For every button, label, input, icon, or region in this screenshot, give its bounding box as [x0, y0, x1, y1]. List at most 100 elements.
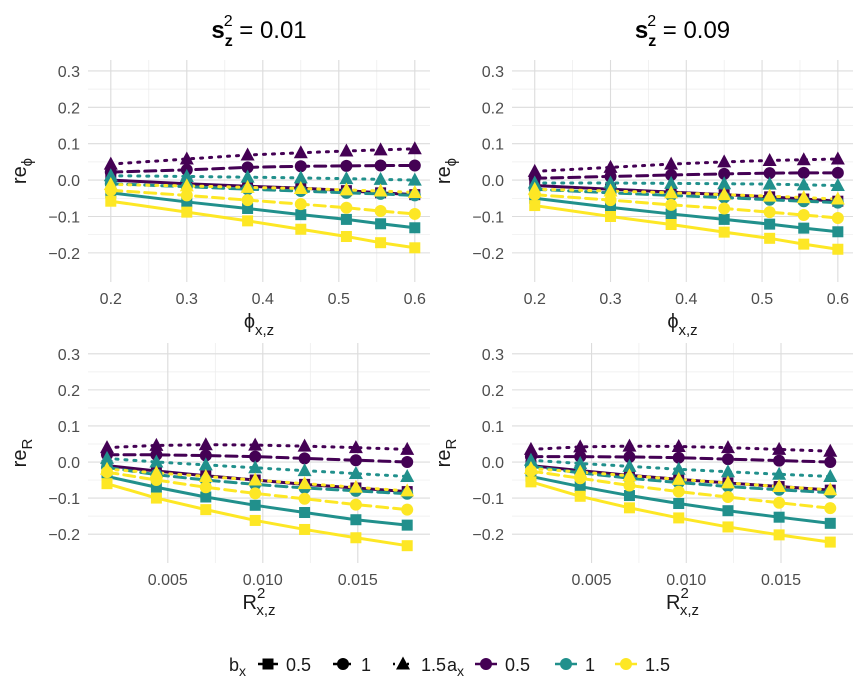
data-point-ax1.5-bx1.5	[248, 472, 263, 486]
legend-title-ax: ax	[447, 655, 464, 679]
data-point-ax1.5-bx1	[773, 496, 786, 509]
data-point-ax1.5-bx1.5	[339, 182, 354, 196]
data-point-ax1-bx1.5	[400, 468, 415, 482]
data-point-ax1-bx0.5	[722, 505, 734, 517]
legend-title-bx: bx	[229, 655, 246, 679]
panel-title-2: sz 2 = 0.09	[635, 13, 730, 50]
x-tick-label: 0.5	[751, 291, 773, 308]
legend-label-ax: 1	[585, 655, 595, 675]
y-tick-label: 0.0	[482, 455, 504, 472]
y-tick-label: 0.2	[482, 383, 504, 400]
data-point-ax1.5-bx1.5	[823, 482, 838, 496]
data-point-ax0.5-bx1.5	[664, 156, 679, 170]
data-point-ax1-bx1.5	[240, 169, 255, 183]
data-point-ax0.5-bx1.5	[293, 145, 308, 159]
data-point-ax0.5-bx1.5	[407, 141, 422, 155]
y-tick-label: 0.1	[482, 137, 504, 154]
y-tick-label: −0.1	[48, 209, 80, 226]
data-point-ax1-bx0.5	[798, 222, 810, 234]
data-point-ax1.5-bx1.5	[198, 468, 213, 482]
data-point-ax1-bx0.5	[350, 514, 362, 526]
x-label-main: R	[243, 592, 257, 614]
data-point-ax1.5-bx1	[294, 198, 307, 211]
data-point-ax1-bx0.5	[764, 218, 776, 230]
data-point-ax0.5-bx1	[340, 159, 353, 172]
y-tick-label: −0.1	[472, 491, 504, 508]
data-point-ax1-bx0.5	[773, 511, 785, 523]
data-point-ax0.5-bx1	[831, 166, 844, 179]
data-point-ax0.5-bx1.5	[573, 439, 588, 453]
legend-label-bx: 1	[361, 655, 371, 675]
y-tick-label: −0.2	[472, 246, 504, 263]
data-point-ax1-bx0.5	[200, 491, 212, 503]
title-subscript: z	[225, 33, 233, 50]
panel-top-left: −0.2−0.10.00.10.20.30.2 0.3 0.4 0.5 0.6reϕϕx…	[9, 60, 430, 339]
data-point-ax1-bx1.5	[523, 452, 538, 466]
data-point-ax0.5-bx1	[349, 454, 362, 467]
x-tick-label: 0.5	[328, 291, 350, 308]
data-point-ax1.5-bx1.5	[407, 184, 422, 198]
x-tick-label: 0.015	[761, 572, 801, 589]
data-point-ax0.5-bx1	[763, 167, 776, 180]
data-point-ax1.5-bx1	[763, 206, 776, 219]
data-point-ax0.5-bx1	[773, 454, 786, 467]
legend-key-marker-bx-0.5	[262, 658, 274, 670]
data-point-ax1-bx1.5	[622, 458, 637, 472]
data-point-ax1.5-bx0.5	[665, 218, 677, 230]
data-point-ax1-bx1.5	[671, 461, 686, 475]
y-label-subscript: R	[443, 439, 460, 450]
column-titles: sz2 = 0.01 sz2 = 0.09	[211, 13, 730, 50]
legend-label-bx: 0.5	[286, 655, 311, 675]
x-tick-label: 0.6	[404, 291, 426, 308]
data-point-ax0.5-bx1	[298, 452, 311, 465]
data-point-ax1.5-bx1.5	[523, 461, 538, 475]
data-point-ax0.5-bx1	[721, 453, 734, 466]
x-label-main: R	[666, 592, 680, 614]
data-point-ax0.5-bx1	[241, 161, 254, 174]
data-point-ax1.5-bx0.5	[718, 226, 730, 238]
panel-top-right: −0.2−0.10.00.10.20.30.2 0.3 0.4 0.5 0.6reϕϕx…	[433, 60, 853, 339]
data-point-ax1-bx0.5	[299, 507, 311, 519]
panel-title-1: sz 2 = 0.01	[211, 13, 306, 50]
data-point-ax1.5-bx0.5	[574, 490, 586, 502]
data-point-ax1-bx1.5	[293, 170, 308, 184]
data-point-ax1.5-bx1.5	[762, 188, 777, 202]
data-point-ax1.5-bx0.5	[824, 536, 836, 548]
legend-key-marker-ax-0.5	[480, 658, 492, 670]
data-point-ax1.5-bx1	[349, 498, 362, 511]
data-point-ax0.5-bx1	[374, 159, 387, 172]
data-point-ax1.5-bx0.5	[375, 237, 387, 249]
data-point-ax1.5-bx1	[340, 201, 353, 214]
y-tick-label: −0.1	[48, 491, 80, 508]
data-point-ax1.5-bx0.5	[181, 206, 193, 218]
y-tick-label: −0.1	[472, 209, 504, 226]
data-point-ax1-bx0.5	[718, 213, 730, 225]
x-tick-label: 0.010	[666, 572, 706, 589]
y-axis-label: reϕ	[433, 158, 460, 184]
data-point-ax1-bx0.5	[665, 208, 677, 220]
data-point-ax1.5-bx0.5	[242, 215, 254, 227]
data-point-ax1.5-bx1.5	[103, 176, 118, 190]
y-tick-label: 0.1	[58, 419, 80, 436]
data-point-ax0.5-bx1.5	[622, 438, 637, 452]
data-point-ax1.5-bx0.5	[299, 523, 311, 535]
y-label-subscript: ϕ	[19, 158, 36, 166]
data-point-ax1-bx0.5	[673, 497, 685, 509]
data-point-ax0.5-bx1.5	[762, 152, 777, 166]
y-tick-label: 0.0	[58, 455, 80, 472]
title-subscript: z	[648, 33, 656, 50]
data-point-ax1-bx0.5	[249, 499, 261, 511]
data-point-ax1.5-bx0.5	[798, 238, 810, 250]
legend-title-subscript: x	[457, 663, 464, 679]
data-point-ax1-bx0.5	[295, 209, 307, 221]
x-tick-label: 0.015	[338, 572, 378, 589]
title-value: = 0.09	[656, 17, 730, 44]
data-point-ax0.5-bx1	[623, 450, 636, 463]
data-point-ax1.5-bx0.5	[340, 231, 352, 243]
data-point-ax0.5-bx1.5	[603, 159, 618, 173]
data-point-ax1-bx1.5	[297, 463, 312, 477]
data-point-ax0.5-bx1.5	[400, 441, 415, 455]
data-point-ax1-bx1.5	[179, 168, 194, 182]
data-point-ax1.5-bx1	[831, 211, 844, 224]
data-point-ax1.5-bx0.5	[764, 232, 776, 244]
